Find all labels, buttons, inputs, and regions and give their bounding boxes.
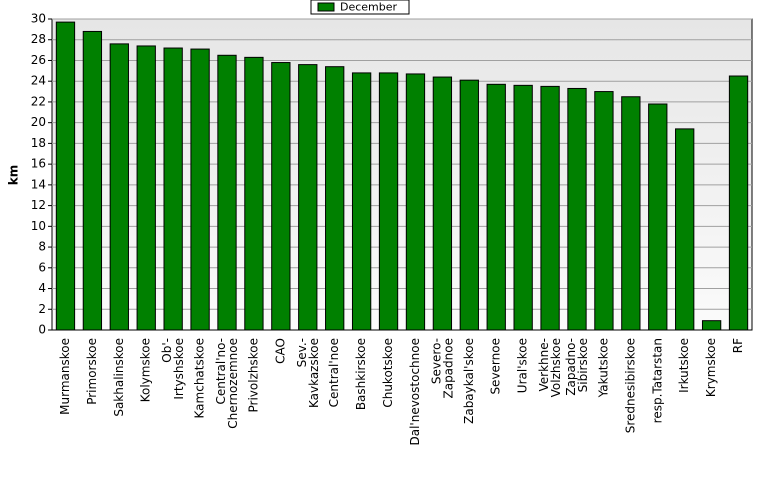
bar xyxy=(378,72,399,331)
y-tick-label: 28 xyxy=(31,32,46,46)
bar xyxy=(325,66,345,331)
bar xyxy=(163,47,183,331)
x-tick-label: Bashkirskoe xyxy=(354,338,368,410)
y-tick-label: 14 xyxy=(31,177,46,191)
x-tick-label: Central'no-Chernozemnoe xyxy=(214,338,240,429)
x-tick-label: Sakhalinskoe xyxy=(112,338,126,417)
x-tick-label: resp.Tatarstan xyxy=(650,338,664,423)
plot-area xyxy=(51,18,753,331)
bar xyxy=(486,83,506,331)
y-tick-label: 24 xyxy=(31,74,46,88)
bar xyxy=(82,30,103,331)
bar xyxy=(675,128,695,331)
y-tick-label: 10 xyxy=(31,219,46,233)
bar xyxy=(109,43,129,331)
bar xyxy=(217,54,237,331)
y-tick-label: 6 xyxy=(38,260,46,274)
bar xyxy=(244,56,264,331)
y-tick-label: 18 xyxy=(31,136,46,150)
x-tick-label: Srednesibirskoe xyxy=(623,338,637,433)
y-tick-label: 26 xyxy=(31,53,46,67)
y-tick-label: 0 xyxy=(38,323,46,337)
y-axis-label: km xyxy=(7,165,21,185)
bar xyxy=(648,103,668,331)
x-tick-label: Irkutskoe xyxy=(677,338,691,393)
x-tick-label: Ural'skoe xyxy=(516,338,530,393)
x-tick-label: Severnoe xyxy=(489,338,503,395)
bar xyxy=(271,62,291,331)
x-tick-label: Central'noe xyxy=(327,338,341,407)
legend-box xyxy=(310,0,410,15)
legend-label: December xyxy=(340,1,398,14)
x-tick-label: CAO xyxy=(273,338,287,364)
y-tick-label: 4 xyxy=(38,281,46,295)
x-tick-label: Zabaykal'skoe xyxy=(462,338,476,424)
bar xyxy=(405,73,426,331)
bar xyxy=(513,84,533,331)
x-tick-label: Murmanskoe xyxy=(58,338,72,415)
x-tick-label: Yakutskoe xyxy=(596,338,610,398)
bar xyxy=(55,21,76,331)
x-tick-label: RF xyxy=(731,338,745,353)
legend-swatch xyxy=(317,2,335,12)
bar xyxy=(459,79,479,331)
bar xyxy=(540,85,560,331)
bar xyxy=(298,64,318,331)
y-tick-label: 2 xyxy=(38,302,46,316)
y-tick-label: 12 xyxy=(31,198,46,212)
bar xyxy=(701,320,722,331)
bar xyxy=(594,91,614,331)
x-tick-label: Privolzhskoe xyxy=(246,338,260,412)
y-tick-label: 30 xyxy=(31,12,46,26)
x-tick-label: Dal'nevostochnoe xyxy=(408,338,422,446)
y-tick-label: 8 xyxy=(38,240,46,254)
x-tick-label: Severo-Zapadnoe xyxy=(429,338,455,399)
bar xyxy=(621,96,641,331)
y-tick-label: 16 xyxy=(31,157,46,171)
x-tick-label: Kolymskoe xyxy=(139,338,153,402)
x-tick-label: Zapadno-Sibirskoe xyxy=(564,338,590,396)
x-tick-label: Sev.-Kavkazskoe xyxy=(294,338,320,408)
y-tick-label: 22 xyxy=(31,94,46,108)
bar xyxy=(190,48,210,331)
bar xyxy=(728,75,749,331)
x-tick-label: Ob'-Irtyshskoe xyxy=(160,338,186,400)
bar xyxy=(136,45,156,331)
x-tick-label: Primorskoe xyxy=(85,338,99,405)
bar xyxy=(567,87,587,331)
bar xyxy=(351,72,372,331)
x-tick-label: Verkhne-Volzhskoe xyxy=(537,338,563,397)
x-tick-label: Chukotskoe xyxy=(381,338,395,408)
x-tick-label: Krymskoe xyxy=(704,338,718,397)
bar xyxy=(432,76,453,331)
x-tick-label: Kamchatskoe xyxy=(193,338,207,418)
y-tick-label: 20 xyxy=(31,115,46,129)
